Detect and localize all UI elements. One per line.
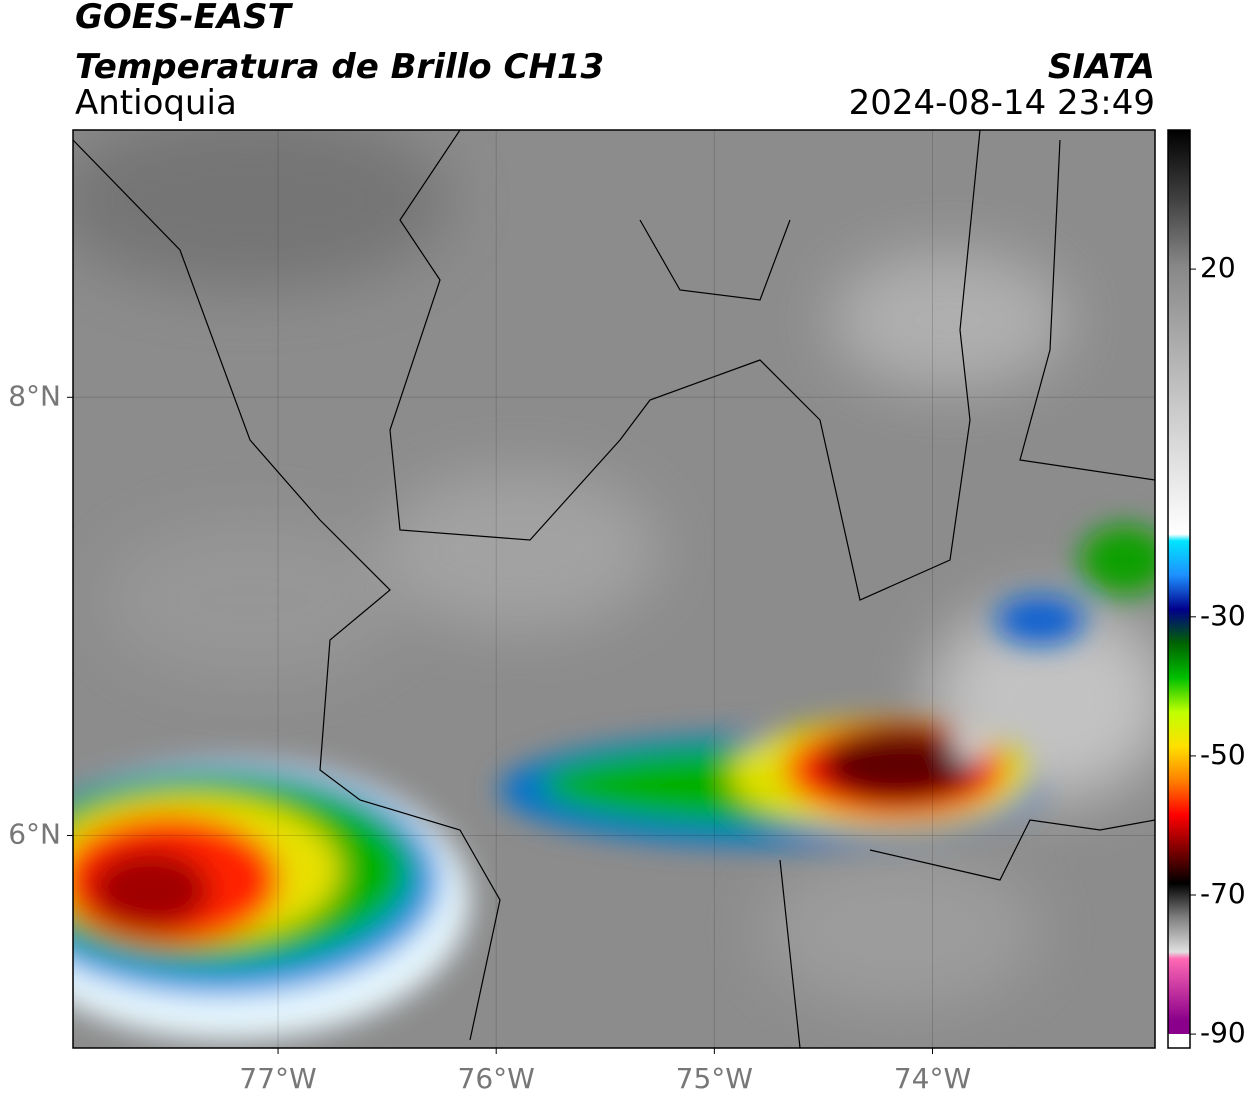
- x-tick-label: 74°W: [894, 1062, 971, 1095]
- colorbar-ramp: [1168, 130, 1190, 1035]
- region: Antioquia: [75, 83, 237, 123]
- source: SIATA: [1048, 47, 1155, 87]
- y-tick-label: 8°N: [8, 379, 61, 412]
- y-tick-label: 6°N: [8, 817, 61, 850]
- colorbar-tick-label: 20: [1200, 251, 1236, 284]
- x-tick-label: 77°W: [239, 1062, 316, 1095]
- colorbar-tick-label: -30: [1200, 599, 1246, 632]
- colorbar-frame: [1167, 129, 1191, 1049]
- subtitle: Temperatura de Brillo CH13: [75, 47, 604, 87]
- timestamp: 2024-08-14 23:49: [849, 83, 1155, 123]
- colorbar-tick-label: -50: [1200, 738, 1246, 771]
- colorbar-tick-label: -70: [1200, 877, 1246, 910]
- title: GOES-EAST: [75, 0, 294, 37]
- colorbar-tick-label: -90: [1200, 1016, 1246, 1049]
- map-image: [73, 130, 1155, 1048]
- colorbar-under: [1168, 1034, 1190, 1048]
- x-tick-label: 76°W: [458, 1062, 535, 1095]
- colorbar: 20 -30 -50 -70 -90: [1167, 129, 1246, 1049]
- map-frame: [72, 129, 1156, 1049]
- x-tick-label: 75°W: [676, 1062, 753, 1095]
